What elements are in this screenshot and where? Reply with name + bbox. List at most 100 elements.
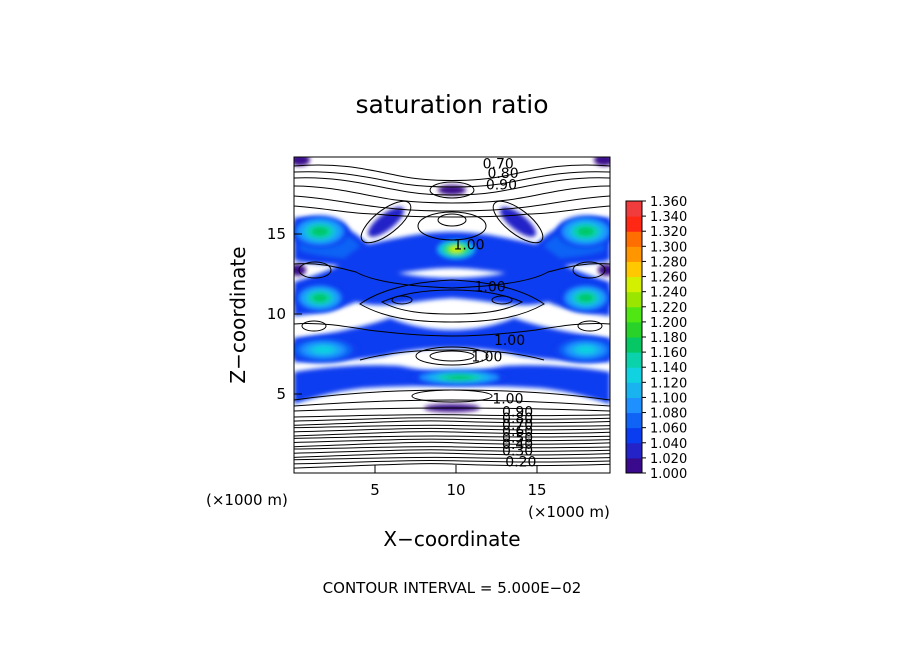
colorbar: 1.0001.0201.0401.0601.0801.1001.1201.140… xyxy=(625,195,687,482)
contour-label: 0.30 xyxy=(502,443,533,459)
colorbar-segment xyxy=(626,442,642,459)
fill-blob-top-right xyxy=(594,157,610,166)
contour-line xyxy=(294,420,610,426)
contour-label: 0.50 xyxy=(502,430,533,446)
contour-line xyxy=(301,320,327,332)
fill-core xyxy=(313,346,333,354)
fill-blob-right-arm xyxy=(499,207,537,237)
contour-line xyxy=(359,279,545,323)
colorbar-level-label: 1.300 xyxy=(650,240,687,255)
x-axis-label: X−coordinate xyxy=(383,527,520,551)
colorbar-level-label: 1.240 xyxy=(650,286,687,301)
colorbar-segment xyxy=(626,367,642,383)
plot-frame xyxy=(293,156,611,474)
fill-band-middle xyxy=(294,258,610,316)
colorbar-level-label: 1.020 xyxy=(650,452,687,467)
fill-core xyxy=(446,375,473,380)
contour-label: 0.80 xyxy=(502,411,533,427)
contour-line xyxy=(294,446,610,450)
fill-core xyxy=(576,346,595,354)
fill-cores xyxy=(294,215,610,386)
contour-line xyxy=(391,295,413,305)
x-tick-label: 10 xyxy=(446,481,465,499)
colorbar-segment xyxy=(626,231,642,247)
colorbar-level-label: 1.180 xyxy=(650,331,687,346)
fill-core xyxy=(578,294,593,302)
colorbar-level-label: 1.060 xyxy=(650,422,687,437)
colorbar-level-label: 1.160 xyxy=(650,346,687,361)
contour-line xyxy=(294,322,610,337)
contour-line xyxy=(429,350,475,362)
colorbar-segment xyxy=(626,276,642,293)
y-tick-label: 5 xyxy=(276,385,286,403)
colorbar-segment xyxy=(626,321,642,338)
fill-core xyxy=(449,246,463,253)
x-axis-ticks xyxy=(374,465,538,473)
contour-line xyxy=(294,164,610,181)
contour-line xyxy=(294,441,610,448)
contour-line xyxy=(437,213,467,227)
contour-line xyxy=(294,438,610,444)
contour-line xyxy=(294,417,610,422)
colorbar-segment xyxy=(626,246,642,262)
contour-label: 1.00 xyxy=(453,238,484,254)
contour-line xyxy=(294,399,610,407)
fill-core xyxy=(312,294,327,302)
fill-band-upper-inner xyxy=(300,223,604,258)
colorbar-segment xyxy=(626,337,642,353)
colorbar-segment xyxy=(626,261,642,278)
contour-line xyxy=(415,346,489,366)
fill-blob-left-arm xyxy=(367,207,405,237)
colorbar-segment xyxy=(626,306,642,323)
contour-label: 0.70 xyxy=(483,156,514,172)
fill-core xyxy=(577,227,594,236)
contour-line xyxy=(294,424,610,429)
contour-line xyxy=(294,463,610,469)
colorbar-segment xyxy=(626,457,642,474)
y-tick-label: 10 xyxy=(267,305,286,323)
fill-band-lower-middle xyxy=(294,318,610,362)
contour-line xyxy=(294,195,610,212)
colorbar-segment xyxy=(626,216,642,232)
x-unit-label: (×1000 m) xyxy=(528,503,610,521)
contour-line xyxy=(294,407,610,412)
contour-line xyxy=(360,200,412,244)
contour-line xyxy=(294,177,610,196)
colorbar-level-label: 1.360 xyxy=(650,195,687,210)
colorbar-segment xyxy=(626,412,642,429)
colorbar-level-label: 1.120 xyxy=(650,376,687,391)
contour-label: 0.40 xyxy=(502,437,533,453)
z-unit-label: (×1000 m) xyxy=(206,491,288,509)
colorbar-segment xyxy=(626,382,642,398)
colorbar-level-label: 1.140 xyxy=(650,361,687,376)
chart-title: saturation ratio xyxy=(355,90,548,119)
contour-line xyxy=(294,431,610,437)
fill-blob-right-edge xyxy=(598,264,610,276)
contour-line xyxy=(380,289,524,315)
contour-interval-label: CONTOUR INTERVAL = 5.000E−02 xyxy=(323,579,582,597)
contour-line xyxy=(294,263,610,289)
colorbar-segment xyxy=(626,352,642,368)
colorbar-segment xyxy=(626,397,642,414)
colorbar-level-label: 1.100 xyxy=(650,391,687,406)
contour-label: 0.60 xyxy=(502,424,533,440)
contour-line xyxy=(294,414,610,418)
contour-line xyxy=(294,205,610,218)
plot-background xyxy=(294,157,610,473)
colorbar-level-label: 1.220 xyxy=(650,301,687,316)
contour-line xyxy=(294,456,610,461)
colorbar-level-label: 1.200 xyxy=(650,316,687,331)
colorbar-level-label: 1.320 xyxy=(650,225,687,240)
contour-line xyxy=(294,185,610,204)
contour-label: 0.80 xyxy=(487,166,518,182)
x-tick-label: 15 xyxy=(527,481,546,499)
colorbar-level-label: 1.000 xyxy=(650,467,687,482)
colorbar-level-label: 1.340 xyxy=(650,210,687,225)
contour-line xyxy=(492,200,544,244)
contour-label: 1.00 xyxy=(492,391,523,407)
fill-blob-top xyxy=(438,185,466,195)
contour-line xyxy=(294,459,610,465)
contour-line xyxy=(572,261,606,279)
contour-label: 0.90 xyxy=(486,178,517,194)
